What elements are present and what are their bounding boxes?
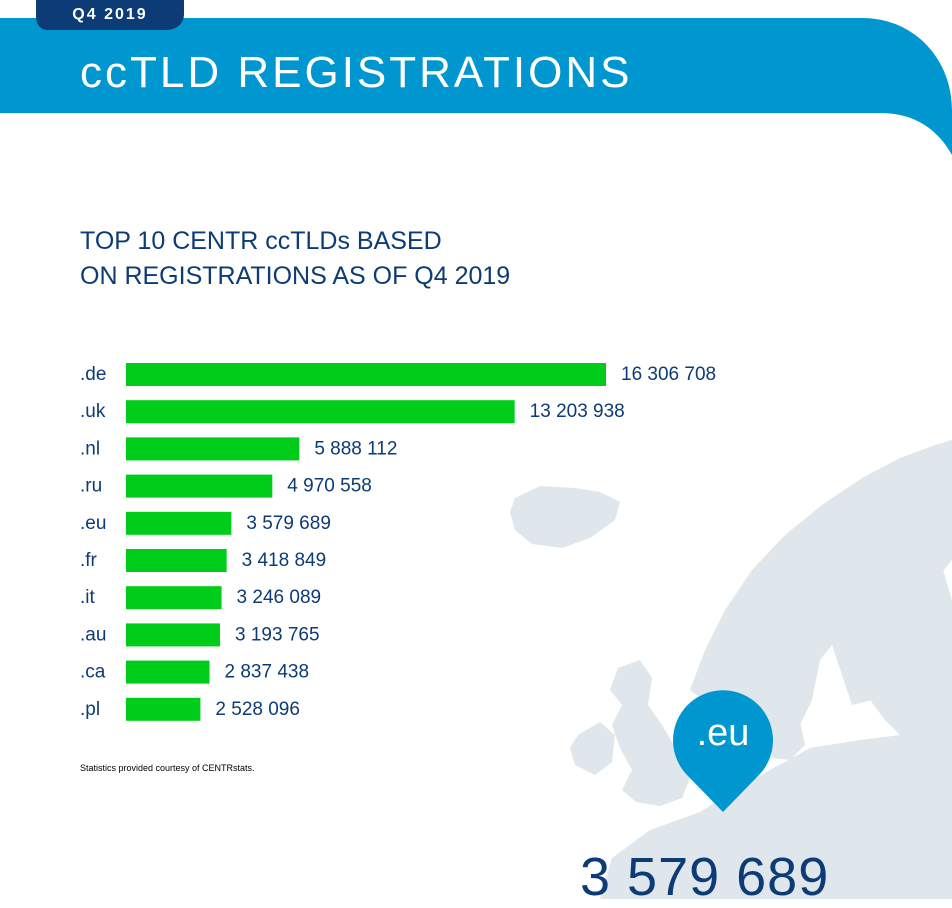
value-label: 3 418 849 <box>242 550 327 571</box>
tab-background <box>36 0 184 30</box>
value-label: 2 528 096 <box>215 699 300 720</box>
category-label: .it <box>80 587 96 608</box>
bar <box>126 437 300 461</box>
category-label: .de <box>80 364 106 385</box>
category-label: .nl <box>80 438 100 459</box>
bar <box>126 586 222 610</box>
period-tab-label: Q4 2019 <box>72 6 148 23</box>
header-band <box>0 0 952 155</box>
category-label: .pl <box>80 699 100 720</box>
bar <box>126 623 221 647</box>
ireland-shape <box>570 722 615 775</box>
iceland-shape <box>510 486 620 548</box>
scandinavia-shape <box>690 440 952 740</box>
footnote: Statistics provided courtesy of CENTRsta… <box>80 763 255 773</box>
category-label: .fr <box>80 550 98 571</box>
page-title: ccTLD REGISTRATIONS <box>80 48 633 97</box>
bar <box>126 511 232 535</box>
location-pin-icon <box>673 690 773 812</box>
value-label: 3 579 689 <box>246 513 331 534</box>
bar <box>126 697 201 721</box>
chart-title-line-2: ON REGISTRATIONS AS OF Q4 2019 <box>80 262 511 290</box>
value-label: 2 837 438 <box>225 662 310 683</box>
bar <box>126 660 210 684</box>
category-label: .au <box>80 624 106 645</box>
category-label: .uk <box>80 401 106 422</box>
category-label: .ru <box>80 476 102 497</box>
chart-title: TOP 10 CENTR ccTLDs BASED ON REGISTRATIO… <box>80 224 640 294</box>
highlight-value: 3 579 689 <box>580 847 830 907</box>
bar-chart: .de 16 306 708 .uk 13 203 938 .nl 5 888 112 .r… <box>80 363 716 721</box>
bar <box>126 400 515 424</box>
value-label: 3 193 765 <box>235 624 320 645</box>
category-label: .eu <box>80 513 106 534</box>
bar <box>126 363 606 386</box>
value-label: 13 203 938 <box>530 401 625 422</box>
great-britain-shape <box>610 660 690 806</box>
bar <box>126 549 227 572</box>
value-label: 16 306 708 <box>621 364 716 385</box>
pin-label: .eu <box>696 712 750 754</box>
value-label: 5 888 112 <box>314 438 397 459</box>
header-background <box>0 18 952 155</box>
value-label: 4 970 558 <box>287 476 372 497</box>
finland-shape <box>870 545 952 740</box>
category-label: .ca <box>80 662 106 683</box>
value-label: 3 246 089 <box>237 587 322 608</box>
bar <box>126 474 273 498</box>
chart-title-line-1: TOP 10 CENTR ccTLDs BASED <box>80 227 442 255</box>
mainland-europe-shape <box>600 720 952 899</box>
denmark-shape <box>770 718 805 760</box>
